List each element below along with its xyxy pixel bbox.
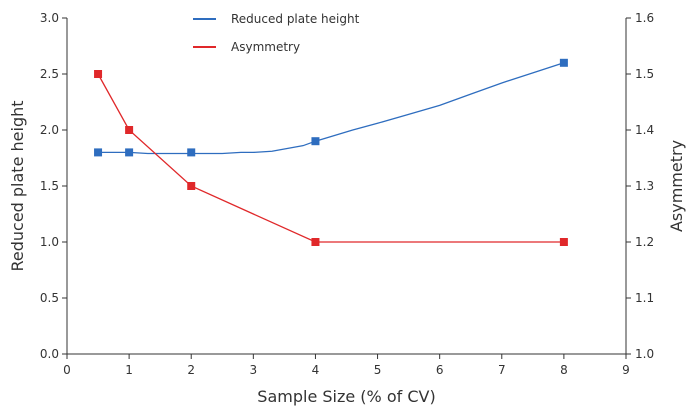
data-point-asymmetry bbox=[125, 126, 134, 134]
x-tick-label: 1 bbox=[125, 363, 133, 377]
right-y-tick-label: 1.3 bbox=[635, 179, 654, 193]
x-tick-label: 4 bbox=[312, 363, 320, 377]
left-y-tick-label: 0.0 bbox=[40, 347, 59, 361]
legend-label-asymmetry: Asymmetry bbox=[231, 40, 300, 54]
series-asymmetry bbox=[94, 70, 568, 246]
series-line-asymmetry bbox=[97, 73, 564, 243]
data-point-reduced-plate-height bbox=[559, 58, 568, 67]
data-point-asymmetry bbox=[311, 238, 320, 246]
series-layer bbox=[94, 58, 568, 246]
data-point-asymmetry bbox=[94, 70, 103, 78]
left-y-tick-label: 1.5 bbox=[40, 179, 59, 193]
right-y-tick-label: 1.1 bbox=[635, 291, 654, 305]
x-tick-label: 6 bbox=[436, 363, 444, 377]
x-tick-label: 9 bbox=[622, 363, 630, 377]
left-y-axis-title: Reduced plate height bbox=[8, 100, 27, 271]
legend: Reduced plate height Asymmetry bbox=[193, 12, 360, 54]
series-line-reduced-plate-height bbox=[98, 62, 565, 155]
data-point-reduced-plate-height bbox=[187, 148, 196, 157]
data-point-reduced-plate-height bbox=[311, 137, 320, 146]
data-point-asymmetry bbox=[559, 238, 568, 246]
x-axis-title: Sample Size (% of CV) bbox=[257, 387, 435, 406]
x-tick-label: 5 bbox=[374, 363, 382, 377]
right-y-tick-label: 1.4 bbox=[635, 123, 654, 137]
right-y-tick-label: 1.0 bbox=[635, 347, 654, 361]
data-point-reduced-plate-height bbox=[94, 148, 103, 157]
series-reduced-plate-height bbox=[94, 58, 568, 157]
left-y-tick-label: 2.5 bbox=[40, 67, 59, 81]
x-tick-label: 0 bbox=[63, 363, 71, 377]
x-tick-label: 2 bbox=[187, 363, 195, 377]
right-y-tick-label: 1.5 bbox=[635, 67, 654, 81]
right-y-tick-label: 1.6 bbox=[635, 11, 654, 25]
left-y-tick-label: 1.0 bbox=[40, 235, 59, 249]
legend-label-reduced-plate-height: Reduced plate height bbox=[231, 12, 360, 26]
x-tick-label: 8 bbox=[560, 363, 568, 377]
left-y-axis-ticks: 0.0 0.5 1.0 1.5 2.0 2.5 3.0 bbox=[40, 11, 67, 361]
data-point-asymmetry bbox=[187, 182, 196, 190]
left-y-tick-label: 0.5 bbox=[40, 291, 59, 305]
left-y-tick-label: 2.0 bbox=[40, 123, 59, 137]
x-tick-label: 3 bbox=[250, 363, 258, 377]
x-axis-ticks: 0 1 2 3 4 5 6 7 8 9 bbox=[63, 354, 630, 377]
x-tick-label: 7 bbox=[498, 363, 506, 377]
right-y-tick-label: 1.2 bbox=[635, 235, 654, 249]
right-y-axis-title: Asymmetry bbox=[667, 140, 686, 232]
data-point-reduced-plate-height bbox=[125, 148, 134, 157]
left-y-tick-label: 3.0 bbox=[40, 11, 59, 25]
right-y-axis-ticks: 1.0 1.1 1.2 1.3 1.4 1.5 1.6 bbox=[626, 11, 654, 361]
